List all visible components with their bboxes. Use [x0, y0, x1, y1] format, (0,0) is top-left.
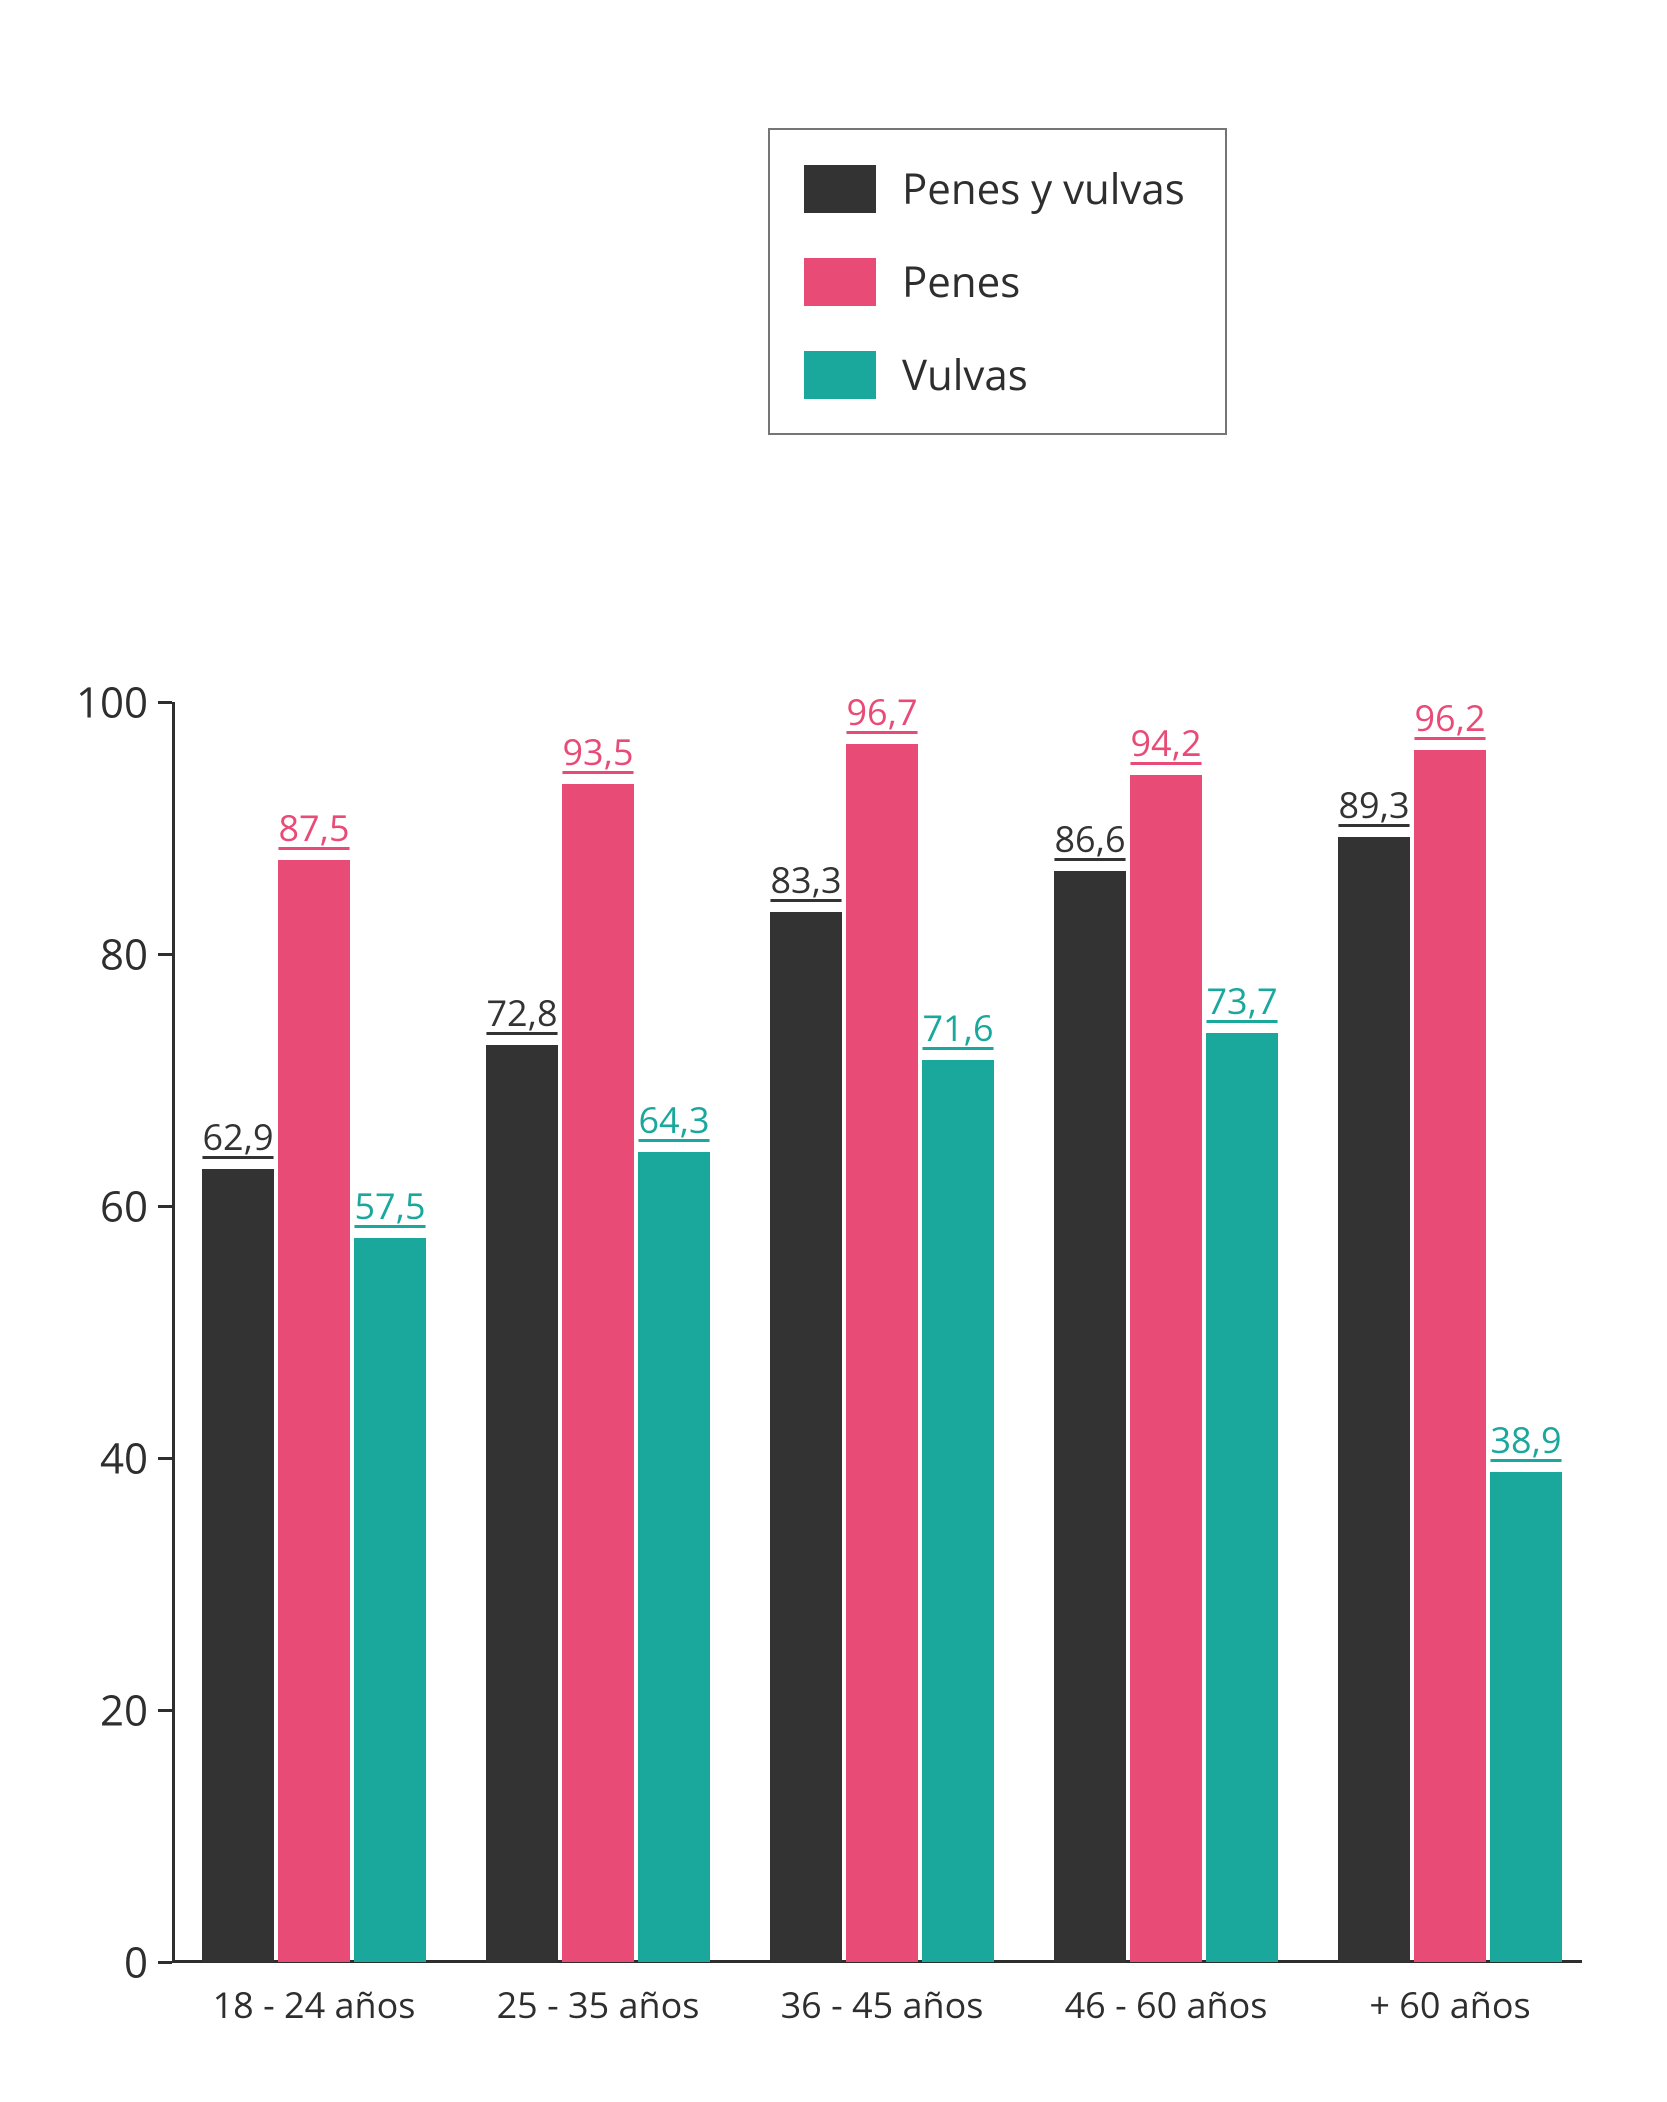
legend-label: Penes y vulvas [902, 160, 1185, 217]
bar-value-label: 96,2 [1414, 693, 1485, 742]
bar [1130, 775, 1202, 1962]
bar [1414, 750, 1486, 1962]
y-tick-mark [158, 1961, 172, 1964]
y-tick-mark [158, 1457, 172, 1460]
bar-value-label: 87,5 [278, 803, 349, 852]
x-category-label: + 60 años [1369, 1980, 1530, 2029]
y-tick-label: 0 [58, 1934, 148, 1991]
bar [638, 1152, 710, 1962]
bar-value-label: 72,8 [486, 988, 557, 1037]
bar [922, 1060, 994, 1962]
bar-value-label: 73,7 [1206, 976, 1277, 1025]
y-axis [172, 702, 175, 1962]
bar-value-label: 71,6 [922, 1003, 993, 1052]
bar [1054, 871, 1126, 1962]
y-tick-label: 100 [58, 674, 148, 731]
bar-value-label: 86,6 [1054, 814, 1125, 863]
bar-value-label: 83,3 [770, 855, 841, 904]
legend-label: Penes [902, 253, 1020, 310]
bar-value-label: 93,5 [562, 727, 633, 776]
bar [486, 1045, 558, 1962]
y-tick-label: 20 [58, 1682, 148, 1739]
plot-area: 02040608010018 - 24 años62,987,557,525 -… [172, 702, 1582, 1962]
y-tick-mark [158, 1709, 172, 1712]
bar [1338, 837, 1410, 1962]
bar [278, 860, 350, 1963]
legend-item: Penes [804, 253, 1185, 310]
chart-canvas: Penes y vulvas Penes Vulvas 0 20 40 60 80 100 18… [0, 0, 1667, 2102]
legend-item: Vulvas [804, 346, 1185, 403]
legend: Penes y vulvas Penes Vulvas [768, 128, 1227, 435]
bar [562, 784, 634, 1962]
legend-label: Vulvas [902, 346, 1028, 403]
bar-value-label: 38,9 [1490, 1415, 1561, 1464]
y-tick-label: 40 [58, 1430, 148, 1487]
legend-swatch [804, 351, 876, 399]
bar [1206, 1033, 1278, 1962]
bar [770, 912, 842, 1962]
legend-item: Penes y vulvas [804, 160, 1185, 217]
y-tick-mark [158, 1205, 172, 1208]
bar [1490, 1472, 1562, 1962]
legend-swatch [804, 165, 876, 213]
bar [202, 1169, 274, 1962]
y-tick-mark [158, 701, 172, 704]
bar-value-label: 64,3 [638, 1095, 709, 1144]
x-category-label: 46 - 60 años [1065, 1980, 1268, 2029]
y-tick-label: 80 [58, 926, 148, 983]
bar-value-label: 94,2 [1130, 718, 1201, 767]
bar-value-label: 96,7 [846, 687, 917, 736]
legend-swatch [804, 258, 876, 306]
bar-value-label: 62,9 [202, 1112, 273, 1161]
y-tick-label: 60 [58, 1178, 148, 1235]
y-tick-mark [158, 953, 172, 956]
x-category-label: 25 - 35 años [497, 1980, 700, 2029]
x-category-label: 36 - 45 años [781, 1980, 984, 2029]
x-category-label: 18 - 24 años [213, 1980, 416, 2029]
bar [846, 744, 918, 1962]
bar [354, 1238, 426, 1963]
bar-value-label: 89,3 [1338, 780, 1409, 829]
bar-value-label: 57,5 [354, 1181, 425, 1230]
